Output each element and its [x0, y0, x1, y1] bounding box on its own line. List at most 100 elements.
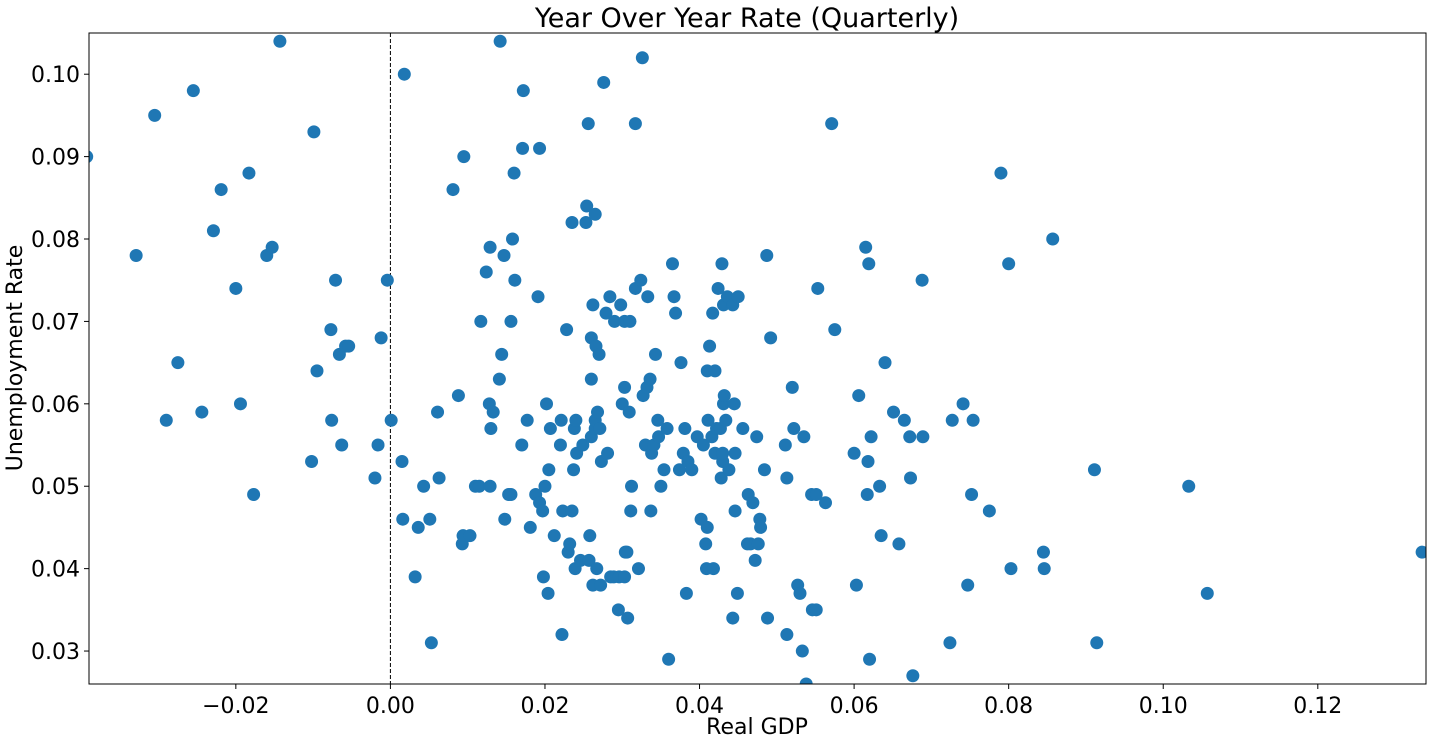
data-point [374, 331, 388, 345]
y-tick-label: 0.04 [31, 558, 80, 583]
data-point [611, 603, 625, 617]
y-tick-label: 0.06 [31, 393, 80, 418]
data-point [780, 628, 794, 642]
data-point [644, 504, 658, 518]
data-point [608, 314, 622, 328]
data-point [538, 479, 552, 493]
data-point [715, 257, 729, 271]
data-point [1182, 479, 1196, 493]
data-point [579, 216, 593, 230]
data-point [594, 578, 608, 592]
data-point [515, 438, 529, 452]
data-point [556, 504, 570, 518]
data-points [89, 34, 1426, 684]
data-point [727, 397, 741, 411]
y-axis-label: Unemployment Rate [3, 245, 28, 472]
data-point [603, 290, 617, 304]
data-point [563, 537, 577, 551]
x-tick-label: 0.02 [520, 694, 569, 719]
y-tick-label: 0.07 [31, 310, 80, 335]
data-point [560, 323, 574, 337]
data-point [520, 413, 534, 427]
data-point [547, 529, 561, 543]
data-point [148, 108, 162, 122]
data-point [432, 471, 446, 485]
data-point [159, 413, 173, 427]
data-point [233, 397, 247, 411]
data-point [657, 463, 671, 477]
data-point [787, 422, 801, 436]
data-point [945, 413, 959, 427]
data-point [533, 141, 547, 155]
data-point [206, 224, 220, 238]
data-point [620, 545, 634, 559]
data-point [878, 356, 892, 370]
data-point [730, 586, 744, 600]
data-point [887, 405, 901, 419]
data-point [1004, 562, 1018, 576]
data-point [273, 34, 287, 48]
data-point [780, 471, 794, 485]
data-point [699, 537, 713, 551]
data-point [778, 438, 792, 452]
data-point [186, 84, 200, 98]
data-point [621, 611, 635, 625]
data-point [892, 537, 906, 551]
data-point [809, 603, 823, 617]
data-point [195, 405, 209, 419]
data-point [624, 504, 638, 518]
data-point [711, 281, 725, 295]
data-point [329, 273, 343, 287]
data-point [553, 438, 567, 452]
data-point [994, 166, 1008, 180]
data-point [380, 273, 394, 287]
data-point [582, 553, 596, 567]
data-point [536, 504, 550, 518]
data-point [580, 199, 594, 213]
data-point [618, 570, 632, 584]
data-point [597, 75, 611, 89]
x-tick-label: 0.06 [830, 694, 879, 719]
data-point [171, 356, 185, 370]
data-point [368, 471, 382, 485]
data-point [492, 372, 506, 386]
data-point [310, 364, 324, 378]
data-point [408, 570, 422, 584]
data-point [242, 166, 256, 180]
data-point [662, 652, 676, 666]
data-point [731, 290, 745, 304]
data-point [623, 314, 637, 328]
data-point [497, 248, 511, 262]
data-point [915, 273, 929, 287]
data-point [335, 438, 349, 452]
data-point [483, 479, 497, 493]
data-point [956, 397, 970, 411]
data-point [599, 306, 613, 320]
data-point [847, 446, 861, 460]
data-point [424, 636, 438, 650]
data-point [384, 413, 398, 427]
data-point [631, 562, 645, 576]
data-point [669, 306, 683, 320]
data-point [961, 578, 975, 592]
data-point [648, 347, 662, 361]
data-point [483, 240, 497, 254]
data-point [726, 611, 740, 625]
data-point [628, 117, 642, 131]
y-tick-label: 0.09 [31, 146, 80, 171]
y-tick-label: 0.05 [31, 475, 80, 500]
x-tick-label: 0.00 [366, 694, 415, 719]
data-point [943, 636, 957, 650]
data-point [508, 273, 522, 287]
data-point [411, 520, 425, 534]
data-point [625, 479, 639, 493]
data-point [588, 207, 602, 221]
data-point [554, 413, 568, 427]
data-point [685, 463, 699, 477]
data-point [618, 380, 632, 394]
data-point [395, 455, 409, 469]
data-point [706, 306, 720, 320]
data-point [757, 463, 771, 477]
data-point [457, 150, 471, 164]
